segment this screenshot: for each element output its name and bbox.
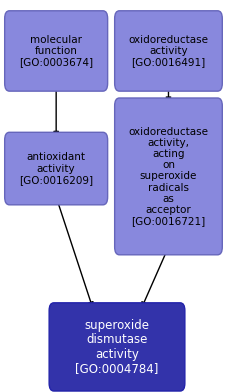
FancyBboxPatch shape	[115, 98, 222, 255]
FancyBboxPatch shape	[49, 303, 185, 391]
Text: oxidoreductase
activity,
acting
on
superoxide
radicals
as
acceptor
[GO:0016721]: oxidoreductase activity, acting on super…	[128, 127, 208, 226]
Text: antioxidant
activity
[GO:0016209]: antioxidant activity [GO:0016209]	[19, 152, 93, 185]
Text: superoxide
dismutase
activity
[GO:0004784]: superoxide dismutase activity [GO:000478…	[75, 319, 159, 375]
FancyBboxPatch shape	[5, 132, 108, 205]
FancyBboxPatch shape	[5, 11, 108, 91]
FancyBboxPatch shape	[115, 11, 222, 91]
Text: oxidoreductase
activity
[GO:0016491]: oxidoreductase activity [GO:0016491]	[128, 35, 208, 67]
Text: molecular
function
[GO:0003674]: molecular function [GO:0003674]	[19, 35, 93, 67]
